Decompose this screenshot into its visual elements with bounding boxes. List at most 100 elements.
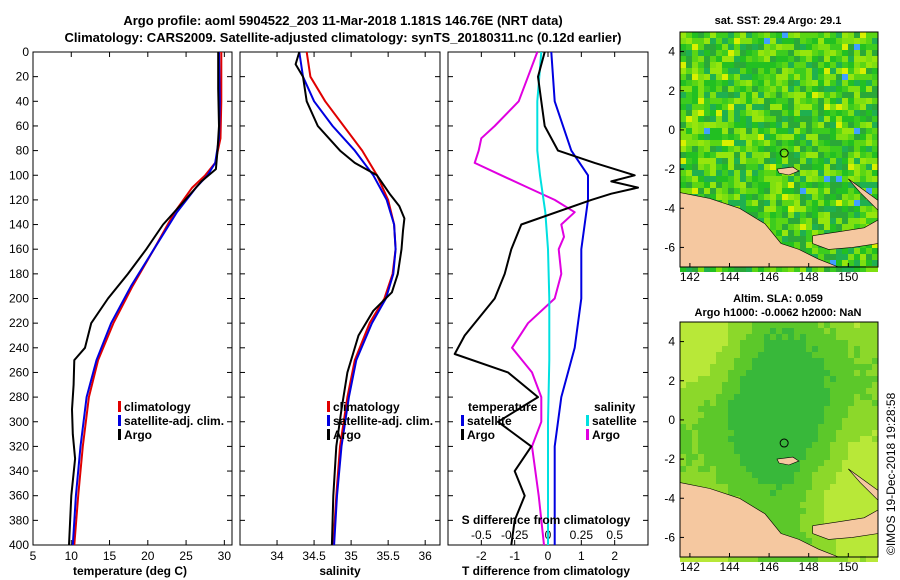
map-cell [788,80,794,86]
map-cell [794,56,800,62]
series-salinity-satellite-diff [536,51,551,545]
map-cell [824,158,830,164]
map-cell [836,146,842,152]
map-cell [764,164,770,170]
map-cell [740,334,746,340]
map-cell [740,556,746,562]
map-cell [836,176,842,182]
map-cell [788,194,794,200]
map-cell [734,382,740,388]
map-cell [782,466,788,472]
legend-label-argo: Argo [124,428,152,442]
map-y-tick-label: -4 [664,201,675,215]
map-cell [818,62,824,68]
map-cell [806,242,812,248]
map-cell [794,38,800,44]
map-cell [842,472,848,478]
y-tick-label: 340 [9,464,29,478]
map-cell [794,460,800,466]
map-cell [782,472,788,478]
map-cell [794,478,800,484]
map-cell [782,164,788,170]
map-cell [824,364,830,370]
map-cell [764,206,770,212]
map-cell [698,460,704,466]
map-cell [686,122,692,128]
map-cell [800,346,806,352]
map-cell [758,32,764,38]
map-cell [836,98,842,104]
map-cell [842,104,848,110]
map-cell [854,158,860,164]
map-cell [686,116,692,122]
map-cell [698,334,704,340]
map-cell [758,460,764,466]
map-cell [854,56,860,62]
map-cell [830,248,836,254]
map-cell [722,340,728,346]
map-cell [734,442,740,448]
map-cell [848,472,854,478]
map-cell [842,92,848,98]
map-cell [866,140,872,146]
map-cell [812,170,818,176]
map-cell [866,430,872,436]
map-cell [842,176,848,182]
map-cell [794,188,800,194]
map-cell [872,134,878,140]
map-cell [722,128,728,134]
map-cell [812,74,818,80]
map-cell [770,140,776,146]
map-cell [776,322,782,328]
map-cell [704,80,710,86]
map-cell [722,334,728,340]
map-cell [866,110,872,116]
legend-swatch-sal-argo [586,429,589,440]
map-cell [716,158,722,164]
map-cell [728,176,734,182]
map-cell [830,376,836,382]
map-cell [830,128,836,134]
map-cell [818,80,824,86]
series-argo [294,51,406,546]
map-cell [710,346,716,352]
map-cell [842,266,848,272]
map-cell [842,496,848,502]
map-cell [686,418,692,424]
map-cell [752,194,758,200]
map-cell [788,200,794,206]
map-cell [806,358,812,364]
map-cell [860,170,866,176]
map-cell [776,38,782,44]
map-cell [680,448,686,454]
map-cell [866,116,872,122]
map-cell [782,400,788,406]
map-cell [716,164,722,170]
map-cell [806,454,812,460]
map-cell [860,146,866,152]
map-cell [812,242,818,248]
map-cell [788,400,794,406]
map-cell [728,442,734,448]
map-cell [824,328,830,334]
x-tick-label: 34 [270,549,284,563]
map-y-tick-label: 0 [668,413,675,427]
map-cell [872,104,878,110]
map-cell [686,556,692,562]
map-cell [704,352,710,358]
map-cell [746,424,752,430]
map-cell [740,466,746,472]
map-cell [872,502,878,508]
map-cell [734,454,740,460]
map-cell [770,382,776,388]
map-cell [704,442,710,448]
map-cell [860,496,866,502]
map-cell [788,532,794,538]
map-cell [764,388,770,394]
map-cell [824,454,830,460]
map-cell [764,448,770,454]
map-cell [728,50,734,56]
map-cell [716,406,722,412]
map-cell [818,496,824,502]
series-climatology [73,52,223,546]
